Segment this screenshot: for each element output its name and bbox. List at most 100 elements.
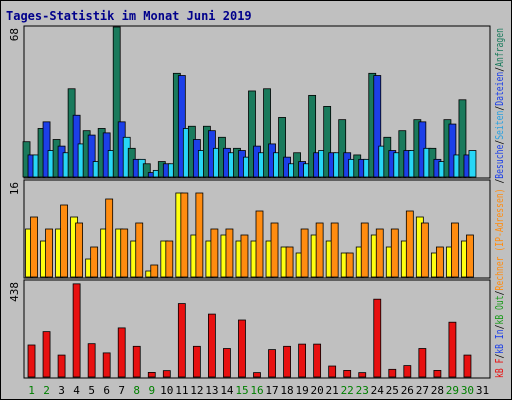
bar-bottom-kb-f-day-17: [268, 349, 276, 378]
bar-middle-besuche-day-7: [120, 228, 129, 278]
bar-middle-besuche-day-19: [300, 228, 309, 278]
bar-top-dateien-day-24: [373, 75, 382, 178]
bar-middle-besuche-day-25: [390, 228, 399, 278]
bar-bottom-kb-f-day-11: [177, 303, 186, 378]
bar-bottom-kb-f-day-15: [238, 319, 246, 378]
side-legend-segment-4: kB Out: [493, 295, 506, 324]
side-legend-segment-15: Anfragen: [493, 28, 506, 67]
bar-middle-besuche-day-28: [435, 246, 444, 278]
bar-top-anfragen-day-20: [308, 94, 317, 178]
bar-bottom-kb-f-day-7: [117, 327, 126, 378]
bar-middle-besuche-day-8: [135, 222, 144, 278]
bar-middle-besuche-day-1: [30, 216, 38, 278]
panel-bottom: 438: [8, 279, 491, 379]
x-tick-day-30: 30: [461, 384, 474, 397]
side-legend: kB F/kB In/kB Out/Rechner (IP-Adressen) …: [493, 28, 506, 378]
x-tick-day-24: 24: [371, 384, 385, 397]
x-tick-day-7: 7: [118, 384, 125, 397]
bar-middle-besuche-day-27: [420, 222, 429, 278]
bar-top-dateien-day-29: [448, 123, 457, 178]
x-tick-day-5: 5: [88, 384, 95, 397]
x-tick-day-29: 29: [446, 384, 459, 397]
bar-middle-besuche-day-4: [75, 222, 84, 278]
side-legend-segment-8: /: [493, 179, 506, 184]
panel-bottom-ymax-label: 438: [8, 282, 21, 302]
x-axis-day-labels: 1 2 3 4 5 6 7 8 9 10 11 12 13 14 15 16 17 18 19 20 21 22 23 24 2…: [28, 384, 489, 397]
bar-top-anfragen-day-30: [458, 99, 467, 178]
x-tick-day-25: 25: [386, 384, 399, 397]
x-tick-day-21: 21: [326, 384, 339, 397]
bar-middle-besuche-day-14: [225, 228, 234, 278]
side-legend-segment-13: Dateien: [493, 72, 506, 106]
bar-middle-besuche-day-6: [105, 198, 114, 278]
panel-bottom-frame: [23, 279, 491, 379]
x-tick-day-27: 27: [416, 384, 429, 397]
bar-middle-besuche-day-11: [180, 192, 189, 278]
bar-middle-besuche-day-5: [90, 246, 99, 278]
bar-middle-besuche-day-17: [270, 222, 279, 278]
bar-bottom-kb-f-day-24: [373, 298, 382, 378]
x-tick-day-8: 8: [133, 384, 140, 397]
bar-middle-besuche-day-12: [195, 192, 204, 278]
bar-bottom-kb-f-day-9: [147, 371, 156, 378]
panel-middle: 16: [8, 179, 491, 279]
bar-bottom-kb-f-day-4: [72, 283, 81, 378]
side-legend-segment-10: /: [493, 140, 506, 145]
panel-middle-ymax-label: 16: [8, 182, 21, 195]
bar-middle-besuche-day-23: [360, 222, 369, 278]
bar-bottom-kb-f-day-21: [328, 365, 337, 378]
x-tick-day-22: 22: [341, 384, 354, 397]
side-legend-segment-1: /: [493, 354, 506, 359]
bar-middle-besuche-day-9: [150, 264, 159, 278]
bar-bottom-kb-f-day-16: [253, 372, 261, 378]
panel-top-ymax-label: 68: [8, 28, 21, 41]
bar-bottom-kb-f-day-10: [162, 370, 171, 378]
bar-middle-besuche-day-26: [405, 210, 414, 278]
bar-bottom-kb-f-day-12: [192, 345, 201, 378]
bar-top-anfragen-day-17: [263, 88, 271, 178]
bar-bottom-kb-f-day-3: [57, 354, 66, 378]
bar-bottom-kb-f-day-6: [102, 352, 111, 378]
bar-bottom-kb-f-day-5: [87, 343, 96, 378]
x-tick-day-19: 19: [295, 384, 308, 397]
side-legend-segment-9: Besuche: [493, 145, 506, 179]
x-tick-day-4: 4: [73, 384, 80, 397]
x-tick-day-1: 1: [28, 384, 35, 397]
x-tick-day-23: 23: [356, 384, 369, 397]
bar-bottom-kb-f-day-27: [418, 348, 427, 378]
x-tick-day-10: 10: [160, 384, 173, 397]
x-tick-day-9: 9: [148, 384, 155, 397]
bar-bottom-kb-f-day-29: [448, 321, 457, 378]
bar-bottom-kb-f-day-2: [42, 331, 51, 378]
bar-bottom-kb-f-day-14: [223, 348, 231, 378]
x-tick-day-14: 14: [220, 384, 234, 397]
x-tick-day-6: 6: [103, 384, 110, 397]
bar-middle-besuche-day-16: [255, 210, 264, 278]
chart-title: Tages-Statistik im Monat Juni 2019: [6, 9, 252, 23]
bar-bottom-kb-f-day-19: [298, 343, 307, 378]
x-tick-day-13: 13: [205, 384, 218, 397]
bar-middle-besuche-day-18: [285, 246, 294, 278]
side-legend-segment-2: kB In: [493, 329, 506, 353]
bar-middle-besuche-day-13: [210, 228, 219, 278]
bar-bottom-kb-f-day-30: [463, 354, 472, 378]
panel-top: 68: [8, 25, 491, 179]
x-tick-day-31: 31: [476, 384, 489, 397]
x-tick-day-12: 12: [190, 384, 203, 397]
bar-bottom-kb-f-day-18: [283, 345, 291, 378]
x-tick-day-20: 20: [311, 384, 324, 397]
bar-top-dateien-day-11: [177, 75, 186, 178]
side-legend-segment-6: Rechner: [493, 256, 506, 290]
side-legend-segment-14: /: [493, 67, 506, 72]
x-tick-day-26: 26: [401, 384, 414, 397]
bar-middle-besuche-day-10: [165, 240, 174, 278]
x-tick-day-3: 3: [58, 384, 65, 397]
bar-bottom-kb-f-day-13: [207, 313, 216, 378]
bar-middle-besuche-day-2: [45, 228, 53, 278]
bar-middle-besuche-day-15: [240, 234, 249, 278]
side-legend-segment-11: Seiten: [493, 111, 506, 140]
bar-bottom-kb-f-day-1: [27, 344, 36, 378]
side-legend-segment-0: kB F: [493, 359, 506, 378]
bar-middle-besuche-day-20: [315, 222, 324, 278]
